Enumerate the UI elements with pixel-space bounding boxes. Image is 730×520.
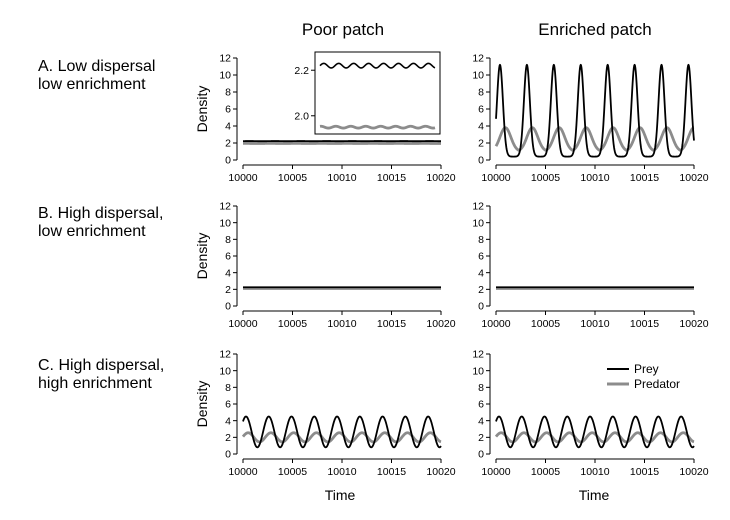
x-tick-label-B-poor-10015: 10015 <box>377 318 406 330</box>
y-tick-label-A-enriched-12: 12 <box>472 53 484 65</box>
y-tick-label-C-enriched-12: 12 <box>472 349 484 361</box>
y-tick-label-C-enriched-8: 8 <box>478 382 484 394</box>
x-tick-label-C-poor-10005: 10005 <box>278 466 307 478</box>
y-tick-label-C-enriched-10: 10 <box>472 365 484 377</box>
x-tick-label-C-enriched-10005: 10005 <box>531 466 560 478</box>
series-line-predator-A-enriched <box>496 128 694 151</box>
y-tick-label-C-poor-4: 4 <box>225 415 231 427</box>
x-tick-label-B-enriched-10005: 10005 <box>531 318 560 330</box>
x-tick-label-A-poor-10020: 10020 <box>426 172 455 184</box>
x-tick-label-A-poor-10015: 10015 <box>377 172 406 184</box>
legend-label-prey: Prey <box>634 362 659 376</box>
y-tick-label-B-poor-4: 4 <box>225 267 231 279</box>
x-tick-label-B-enriched-10020: 10020 <box>679 318 708 330</box>
y-tick-label-C-poor-2: 2 <box>225 432 231 444</box>
y-tick-label-C-poor-12: 12 <box>219 349 231 361</box>
y-tick-label-C-poor-10: 10 <box>219 365 231 377</box>
x-tick-label-C-enriched-10000: 10000 <box>481 466 510 478</box>
x-tick-label-B-enriched-10015: 10015 <box>630 318 659 330</box>
column-title-enriched: Enriched patch <box>538 20 651 39</box>
x-tick-label-A-poor-10005: 10005 <box>278 172 307 184</box>
y-tick-label-B-poor-2: 2 <box>225 284 231 296</box>
y-tick-label-B-enriched-0: 0 <box>478 301 484 313</box>
y-tick-label-A-enriched-0: 0 <box>478 155 484 167</box>
y-tick-label-B-poor-10: 10 <box>219 217 231 229</box>
inset-y-tick-label-2.2: 2.2 <box>294 65 309 77</box>
y-tick-label-C-enriched-0: 0 <box>478 449 484 461</box>
column-title-poor: Poor patch <box>302 20 384 39</box>
x-tick-label-C-poor-10010: 10010 <box>327 466 356 478</box>
x-tick-label-C-enriched-10020: 10020 <box>679 466 708 478</box>
row-label-a-line1: A. Low dispersal <box>38 58 155 75</box>
inset-frame-A-poor <box>315 52 440 134</box>
y-tick-label-B-poor-8: 8 <box>225 234 231 246</box>
y-tick-label-C-poor-8: 8 <box>225 382 231 394</box>
x-axis-title-poor: Time <box>325 487 356 503</box>
y-tick-label-C-poor-0: 0 <box>225 449 231 461</box>
x-tick-label-B-enriched-10000: 10000 <box>481 318 510 330</box>
row-label-c-line2: high enrichment <box>38 375 152 392</box>
x-tick-label-C-enriched-10010: 10010 <box>580 466 609 478</box>
y-tick-label-A-poor-6: 6 <box>225 104 231 116</box>
row-label-a-line2: low enrichment <box>38 76 146 93</box>
y-tick-label-A-enriched-6: 6 <box>478 104 484 116</box>
y-tick-label-A-enriched-10: 10 <box>472 70 484 82</box>
x-tick-label-B-poor-10005: 10005 <box>278 318 307 330</box>
y-tick-label-A-poor-8: 8 <box>225 87 231 99</box>
legend-label-predator: Predator <box>634 377 680 391</box>
x-tick-label-C-poor-10015: 10015 <box>377 466 406 478</box>
y-tick-label-B-enriched-6: 6 <box>478 251 484 263</box>
x-tick-label-A-poor-10000: 10000 <box>228 172 257 184</box>
y-tick-label-A-poor-10: 10 <box>219 70 231 82</box>
y-tick-label-B-enriched-12: 12 <box>472 201 484 213</box>
x-tick-label-B-poor-10020: 10020 <box>426 318 455 330</box>
y-tick-label-C-enriched-6: 6 <box>478 399 484 411</box>
y-tick-label-B-poor-0: 0 <box>225 301 231 313</box>
x-tick-label-B-poor-10010: 10010 <box>327 318 356 330</box>
y-axis-title-A-poor: Density <box>194 86 210 133</box>
y-tick-label-A-poor-0: 0 <box>225 155 231 167</box>
y-tick-label-A-poor-2: 2 <box>225 138 231 150</box>
y-tick-label-A-poor-12: 12 <box>219 53 231 65</box>
x-tick-label-C-poor-10020: 10020 <box>426 466 455 478</box>
y-tick-label-B-poor-12: 12 <box>219 201 231 213</box>
y-tick-label-B-enriched-4: 4 <box>478 267 484 279</box>
row-label-b-line2: low enrichment <box>38 223 146 240</box>
x-tick-label-A-enriched-10010: 10010 <box>580 172 609 184</box>
x-tick-label-A-enriched-10015: 10015 <box>630 172 659 184</box>
x-tick-label-C-enriched-10015: 10015 <box>630 466 659 478</box>
y-tick-label-A-poor-4: 4 <box>225 121 231 133</box>
row-label-b-line1: B. High dispersal, <box>38 205 163 222</box>
y-tick-label-A-enriched-4: 4 <box>478 121 484 133</box>
x-tick-label-A-enriched-10020: 10020 <box>679 172 708 184</box>
x-tick-label-B-enriched-10010: 10010 <box>580 318 609 330</box>
x-axis-title-enriched: Time <box>579 487 610 503</box>
x-tick-label-A-enriched-10005: 10005 <box>531 172 560 184</box>
y-tick-label-C-enriched-4: 4 <box>478 415 484 427</box>
y-axis-title-B-poor: Density <box>194 233 210 280</box>
x-tick-label-C-poor-10000: 10000 <box>228 466 257 478</box>
y-tick-label-B-poor-6: 6 <box>225 251 231 263</box>
y-tick-label-C-enriched-2: 2 <box>478 432 484 444</box>
y-tick-label-B-enriched-2: 2 <box>478 284 484 296</box>
y-tick-label-B-enriched-10: 10 <box>472 217 484 229</box>
y-tick-label-C-poor-6: 6 <box>225 399 231 411</box>
row-label-c-line1: C. High dispersal, <box>38 357 164 374</box>
y-tick-label-A-enriched-2: 2 <box>478 138 484 150</box>
inset-y-tick-label-2: 2.0 <box>294 110 309 122</box>
y-axis-title-C-poor: Density <box>194 381 210 428</box>
x-tick-label-A-poor-10010: 10010 <box>327 172 356 184</box>
y-tick-label-B-enriched-8: 8 <box>478 234 484 246</box>
x-tick-label-B-poor-10000: 10000 <box>228 318 257 330</box>
x-tick-label-A-enriched-10000: 10000 <box>481 172 510 184</box>
y-tick-label-A-enriched-8: 8 <box>478 87 484 99</box>
